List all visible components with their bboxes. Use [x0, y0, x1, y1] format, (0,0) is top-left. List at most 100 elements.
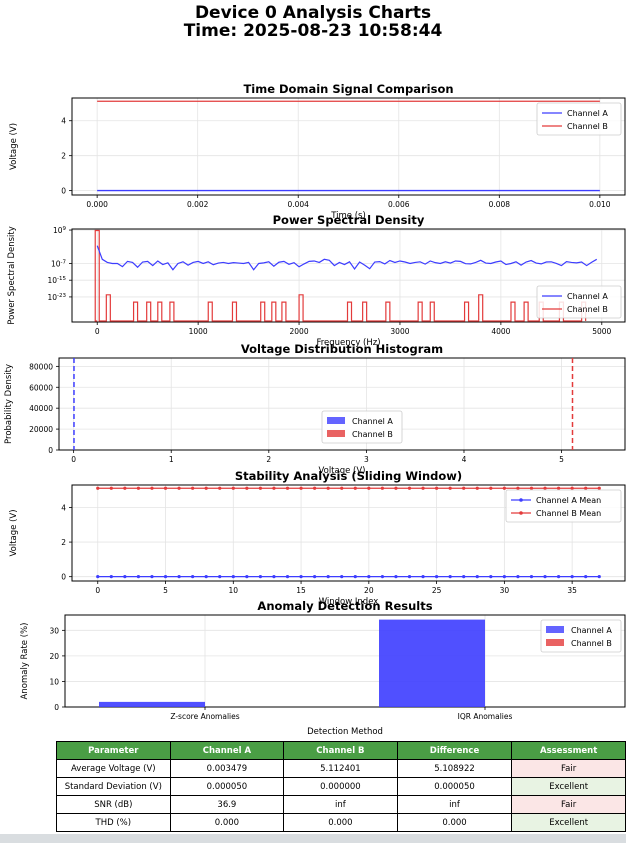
time-xlabel: Time (s) [330, 211, 366, 221]
stability-point-channel-b [340, 486, 344, 490]
stability-point-channel-a [353, 575, 357, 579]
table-header-cell: Channel B [283, 741, 398, 760]
psd-xlabel: Frequency (Hz) [316, 338, 380, 348]
stability-point-channel-a [191, 575, 195, 579]
stability-point-channel-b [475, 486, 479, 490]
psd-xtick-label: 5000 [592, 327, 611, 336]
stability-axes-frame [71, 484, 626, 582]
stability-point-channel-a [340, 575, 344, 579]
psd-series-line-channel-b [94, 229, 587, 322]
stability-xtick-label: 35 [567, 586, 577, 595]
stability-point-channel-a [163, 575, 168, 579]
table-row: Average Voltage (V) 0.003479 5.112401 5.… [56, 759, 626, 778]
table-cell: THD (%) [56, 813, 171, 832]
psd-legend-label: Channel B [567, 305, 608, 314]
assessment-cell: Excellent [511, 777, 626, 796]
stability-xtick-label: 20 [364, 586, 374, 595]
psd-legend-box [536, 285, 622, 319]
psd-xtick-label: 0 [95, 327, 100, 336]
stability-point-channel-a [123, 575, 127, 579]
stability-point-channel-b [516, 486, 520, 490]
assessment-cell: Excellent [511, 813, 626, 832]
stability-point-channel-a [177, 575, 181, 579]
hist-legend-swatch [327, 430, 345, 437]
stability-point-channel-a [299, 575, 303, 579]
table-cell: inf [396, 795, 513, 814]
stability-point-channel-a [326, 575, 330, 579]
anomaly-xtick-label: Z-score Anomalies [170, 712, 239, 721]
stability-point-channel-a [597, 575, 601, 579]
time-xtick-label: 0.004 [287, 200, 309, 209]
stability-point-channel-a [150, 575, 154, 579]
stability-point-channel-a [529, 575, 534, 579]
hist-legend-label: Channel B [352, 430, 393, 439]
summary-table: Parameter Channel A Channel B Difference… [56, 741, 626, 832]
stability-point-channel-a [204, 575, 208, 579]
time-legend-box [536, 102, 622, 136]
psd-legend-label: Channel A [567, 292, 608, 301]
stability-point-channel-a [448, 575, 452, 579]
stability-point-channel-b [245, 486, 249, 490]
hist-xtick-label: 4 [462, 455, 467, 464]
stability-point-channel-b [258, 486, 262, 490]
time-ytick-label: 2 [61, 152, 66, 161]
stability-point-channel-a [245, 575, 249, 579]
psd-axes-frame [71, 228, 626, 323]
table-row: THD (%) 0.000 0.000 0.000 Excellent [56, 813, 626, 832]
anomaly-xtick-label: IQR Anomalies [458, 712, 513, 721]
time-axes-frame [71, 97, 626, 196]
table-cell: 0.000 [283, 813, 398, 832]
anomaly-axes-frame [64, 614, 626, 708]
hist-xtick-label: 5 [559, 455, 564, 464]
table-cell: inf [283, 795, 398, 814]
stability-point-channel-b [313, 486, 317, 490]
stability-point-channel-a [462, 575, 466, 579]
table-cell: 0.000000 [283, 777, 398, 796]
anomaly-legend-swatch [546, 639, 564, 646]
stability-point-channel-a [109, 575, 113, 579]
hist-ytick-label: 80000 [29, 362, 53, 371]
anomaly-ytick-label: 30 [49, 626, 59, 635]
stability-title: Stability Analysis (Sliding Window) [235, 469, 462, 483]
stability-point-channel-b [163, 486, 168, 490]
anomaly-ytick-label: 10 [49, 677, 59, 686]
anomaly-bar-channel-a [379, 619, 485, 707]
psd-ytick-label: 10-15 [47, 276, 66, 285]
table-cell: Average Voltage (V) [56, 759, 171, 778]
time-xtick-label: 0.010 [589, 200, 611, 209]
stability-point-channel-b [136, 486, 141, 490]
stability-xtick-label: 5 [163, 586, 168, 595]
hist-ytick-label: 20000 [29, 425, 53, 434]
psd-xtick-label: 2000 [290, 327, 309, 336]
stability-point-channel-b [326, 486, 330, 490]
table-header-cell: Parameter [56, 741, 171, 760]
psd-ytick-label: 10-7 [51, 259, 67, 268]
stability-point-channel-b [489, 486, 493, 490]
stability-point-channel-b [570, 486, 574, 490]
stability-point-channel-b [367, 486, 371, 490]
stability-point-channel-a [367, 575, 371, 579]
stability-point-channel-a [258, 575, 262, 579]
table-cell: SNR (dB) [56, 795, 171, 814]
stability-point-channel-a [435, 575, 439, 579]
hist-axes-frame [58, 357, 626, 451]
table-header-row: Parameter Channel A Channel B Difference… [56, 741, 626, 760]
stability-point-channel-a [584, 575, 588, 579]
psd-ytick-label: 10-23 [47, 293, 66, 302]
stability-point-channel-b [177, 486, 181, 490]
stability-point-channel-a [231, 575, 235, 579]
table-header-cell: Difference [396, 741, 513, 760]
anomaly-xlabel: Detection Method [307, 727, 383, 737]
psd-title: Power Spectral Density [273, 213, 425, 227]
stability-point-channel-b [462, 486, 466, 490]
hist-xtick-label: 0 [71, 455, 76, 464]
anomaly-bar-channel-a [99, 701, 205, 707]
stability-legend-label: Channel A Mean [536, 496, 601, 505]
time-title: Time Domain Signal Comparison [243, 82, 453, 96]
figure-title-line1: Device 0 Analysis Charts [194, 3, 432, 23]
stability-point-channel-a [380, 575, 384, 579]
figure-title-line2: Time: 2025-08-23 10:58:44 [183, 21, 443, 41]
stability-point-channel-a [502, 575, 506, 579]
stability-point-channel-b [448, 486, 452, 490]
stability-point-channel-b [109, 486, 113, 490]
